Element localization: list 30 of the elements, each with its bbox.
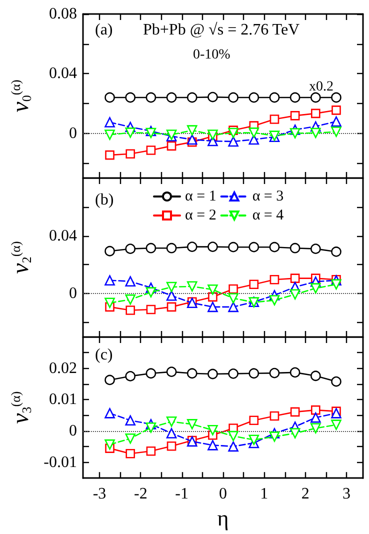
legend-label: α = 3	[252, 188, 284, 204]
y-tick-label: 0.04	[49, 227, 77, 244]
x-tick-label: 0	[219, 486, 227, 503]
legend-label: α = 1	[185, 188, 216, 204]
y-tick-label: 0.02	[49, 360, 77, 377]
y-axis-title: v3(α)	[8, 391, 34, 424]
annotation: x0.2	[309, 80, 334, 94]
legend-label: α = 2	[185, 208, 216, 224]
x-tick-label: 1	[260, 486, 268, 503]
y-tick-label: 0	[69, 422, 77, 440]
annotation: Pb+Pb @ √s = 2.76 TeV	[143, 22, 300, 38]
y-tick-label: 0	[69, 285, 77, 302]
x-tick-label: 2	[301, 486, 310, 503]
y-tick-label: 0.01	[49, 391, 77, 408]
x-tick-label: -1	[175, 486, 188, 503]
y-axis-title: v2(α)	[8, 241, 34, 274]
annotation: (c)	[95, 346, 113, 364]
annotation: (a)	[95, 22, 113, 38]
y-axis-title: v0(α)	[8, 80, 34, 112]
x-tick-label: -3	[92, 486, 106, 503]
legend-label: α = 4	[252, 208, 284, 224]
annotation: 0-10%	[193, 48, 231, 62]
annotation: (b)	[95, 192, 114, 208]
y-tick-label: 0	[69, 124, 77, 142]
y-tick-label: 0.08	[49, 6, 77, 22]
x-axis-title: η	[217, 506, 229, 530]
x-tick-label: -2	[134, 486, 148, 503]
x-tick-label: 3	[342, 486, 351, 503]
y-tick-label: 0.04	[49, 65, 77, 82]
y-tick-label: -0.01	[44, 454, 77, 471]
